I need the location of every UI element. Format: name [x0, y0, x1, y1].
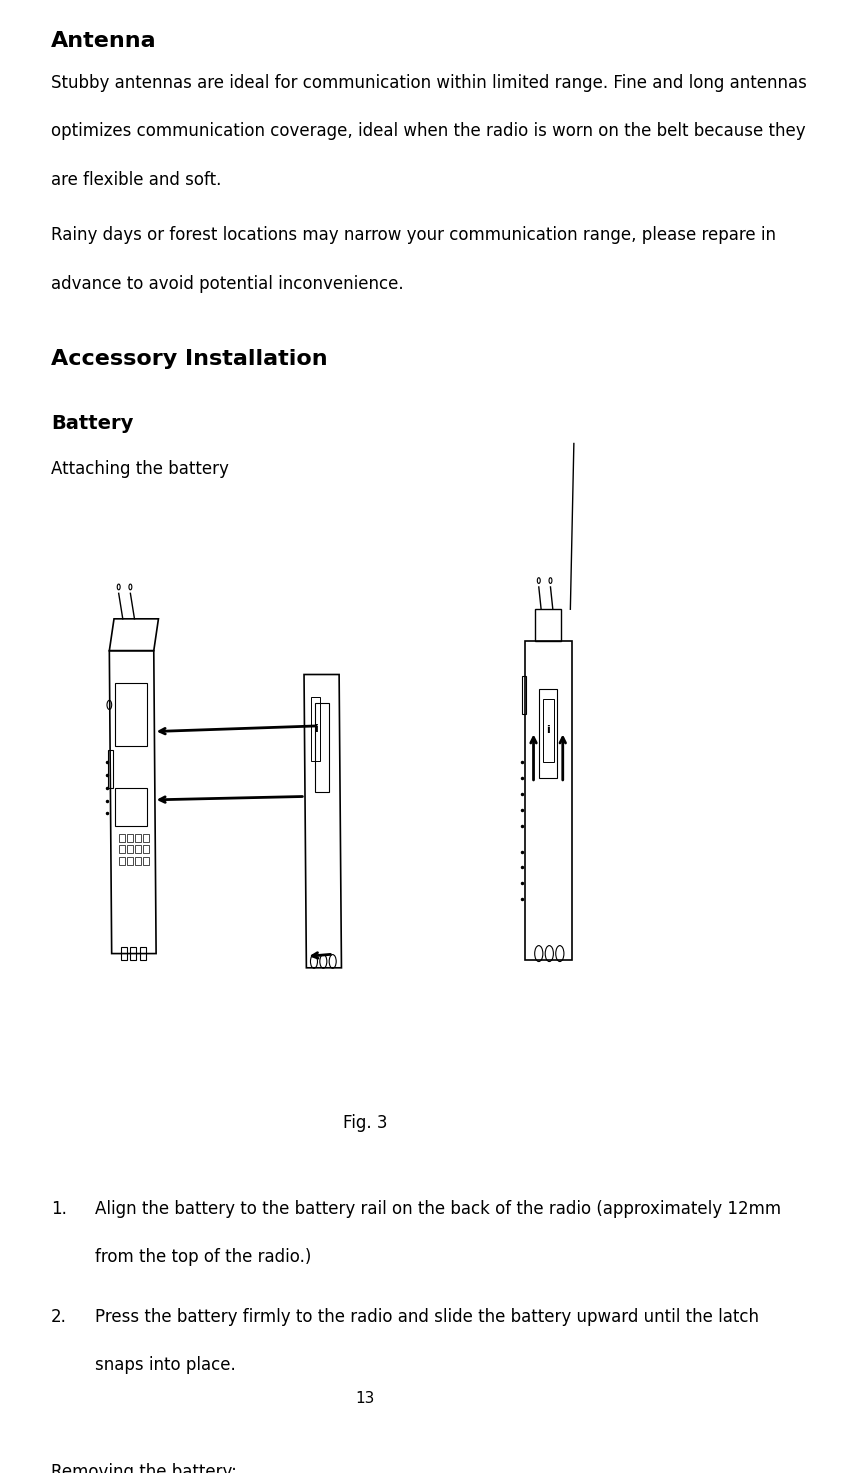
- Bar: [543, 698, 554, 763]
- Bar: [135, 846, 141, 853]
- Text: i: i: [546, 725, 550, 735]
- Bar: [115, 682, 148, 747]
- Bar: [143, 834, 149, 843]
- Bar: [135, 834, 141, 843]
- Bar: [523, 676, 526, 714]
- Bar: [127, 846, 133, 853]
- Bar: [118, 846, 124, 853]
- Text: Battery: Battery: [51, 414, 134, 433]
- Bar: [536, 610, 561, 641]
- Bar: [130, 947, 137, 960]
- Text: Accessory Installation: Accessory Installation: [51, 349, 327, 368]
- Text: Stubby antennas are ideal for communication within limited range. Fine and long : Stubby antennas are ideal for communicat…: [51, 74, 807, 91]
- Text: Press the battery firmly to the radio and slide the battery upward until the lat: Press the battery firmly to the radio an…: [95, 1308, 759, 1326]
- Bar: [118, 857, 124, 865]
- Text: Rainy days or forest locations may narrow your communication range, please repar: Rainy days or forest locations may narro…: [51, 227, 776, 245]
- Text: 2.: 2.: [51, 1308, 67, 1326]
- Bar: [127, 857, 133, 865]
- Text: Fig. 3: Fig. 3: [343, 1115, 388, 1133]
- Bar: [127, 834, 133, 843]
- Bar: [143, 846, 149, 853]
- Bar: [115, 788, 148, 826]
- Text: 1.: 1.: [51, 1200, 67, 1218]
- Text: 13: 13: [356, 1391, 375, 1407]
- Text: snaps into place.: snaps into place.: [95, 1357, 236, 1374]
- Text: advance to avoid potential inconvenience.: advance to avoid potential inconvenience…: [51, 274, 403, 293]
- Text: Antenna: Antenna: [51, 31, 156, 52]
- Bar: [108, 750, 113, 788]
- Bar: [143, 857, 149, 865]
- Bar: [539, 689, 557, 778]
- Text: Align the battery to the battery rail on the back of the radio (approximately 12: Align the battery to the battery rail on…: [95, 1200, 781, 1218]
- Text: are flexible and soft.: are flexible and soft.: [51, 171, 221, 189]
- Bar: [314, 703, 329, 792]
- Bar: [311, 697, 320, 760]
- Bar: [140, 947, 146, 960]
- Text: from the top of the radio.): from the top of the radio.): [95, 1248, 311, 1267]
- Text: Attaching the battery: Attaching the battery: [51, 460, 229, 477]
- Text: Removing the battery:: Removing the battery:: [51, 1463, 237, 1473]
- Text: i: i: [314, 723, 318, 734]
- Bar: [118, 834, 124, 843]
- Bar: [135, 857, 141, 865]
- Bar: [121, 947, 127, 960]
- Text: optimizes communication coverage, ideal when the radio is worn on the belt becau: optimizes communication coverage, ideal …: [51, 122, 806, 140]
